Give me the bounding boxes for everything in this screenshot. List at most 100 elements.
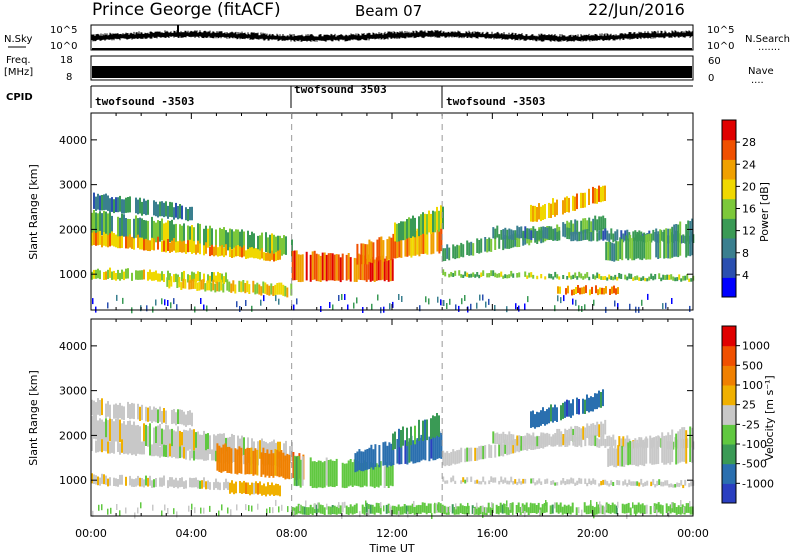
velocity-cell xyxy=(638,482,641,487)
power-cell xyxy=(179,224,181,245)
power-cell xyxy=(500,230,503,240)
power-cell xyxy=(666,274,669,280)
power-cell xyxy=(502,229,505,240)
velocity-cell xyxy=(243,480,245,494)
velocity-noise-cell xyxy=(413,501,415,507)
velocity-noise-cell xyxy=(344,501,346,508)
power-cell xyxy=(258,284,261,295)
nsearch-label: N.Search xyxy=(745,34,790,45)
velocity-cell xyxy=(563,504,566,514)
power-cell xyxy=(612,276,615,281)
velocity-cell xyxy=(117,404,119,420)
velocity-cell xyxy=(669,434,672,465)
velocity-cell xyxy=(398,428,400,448)
velocity-noise-cell xyxy=(512,508,514,515)
velocity-cell xyxy=(315,504,318,514)
power-cell xyxy=(450,272,453,277)
velocity-cell xyxy=(410,426,412,446)
velocity-cell xyxy=(215,435,217,455)
velocity-cell xyxy=(490,476,493,482)
velocity-cell xyxy=(463,506,466,515)
velocity-cell xyxy=(512,440,515,454)
velocity-cell xyxy=(129,440,131,454)
power-ytick-label: 4000 xyxy=(59,134,87,147)
velocity-cell xyxy=(236,449,239,475)
power-cell xyxy=(546,227,549,239)
power-cell xyxy=(494,228,497,240)
velocity-noise-cell xyxy=(272,507,274,514)
velocity-cell xyxy=(375,463,378,487)
velocity-cell xyxy=(391,463,394,487)
velocity-cell xyxy=(91,437,93,451)
velocity-cell xyxy=(500,476,503,483)
velocity-cell xyxy=(207,480,209,489)
velocity-cell xyxy=(355,503,358,514)
power-cell xyxy=(607,241,610,261)
velocity-noise-cell xyxy=(110,507,112,514)
velocity-cell xyxy=(578,399,580,415)
velocity-cell xyxy=(629,507,632,516)
velocity-cell xyxy=(207,449,209,461)
power-cell xyxy=(637,233,640,259)
power-cell xyxy=(171,202,173,218)
power-cell xyxy=(153,238,155,251)
power-cell xyxy=(117,236,119,249)
power-cell xyxy=(633,237,636,261)
power-cell xyxy=(604,185,606,201)
velocity-cell xyxy=(149,475,151,486)
power-cell xyxy=(609,288,611,295)
velocity-cell xyxy=(600,421,603,436)
velocity-cell xyxy=(153,406,155,422)
velocity-cell xyxy=(560,405,562,421)
power-cell xyxy=(383,258,386,282)
velocity-cell xyxy=(485,507,488,516)
velocity-cell xyxy=(311,461,314,488)
power-cell xyxy=(582,229,585,241)
velocity-cell xyxy=(177,447,179,459)
velocity-cell xyxy=(217,481,219,490)
velocity-noise-cell xyxy=(671,502,673,509)
power-cell xyxy=(576,232,579,242)
velocity-cell xyxy=(630,481,633,486)
x-tick-label: 04:00 xyxy=(175,527,207,540)
x-tick-label: 00:00 xyxy=(677,527,709,540)
power-cell xyxy=(422,212,424,234)
velocity-cell xyxy=(131,424,133,446)
velocity-cell xyxy=(481,505,484,515)
power-cell xyxy=(436,223,439,252)
power-cell xyxy=(163,240,165,252)
power-cell xyxy=(610,275,613,280)
velocity-cell xyxy=(592,423,595,438)
power-cell xyxy=(613,243,616,262)
velocity-cell xyxy=(179,409,181,425)
velocity-cell xyxy=(133,479,135,487)
power-noise-cell xyxy=(494,305,496,311)
power-cell xyxy=(420,214,422,235)
power-noise-cell xyxy=(332,304,334,311)
power-cell xyxy=(337,254,340,281)
velocity-cell xyxy=(323,507,326,515)
power-cell xyxy=(590,232,593,242)
beam-label: Beam 07 xyxy=(355,2,422,20)
power-cell xyxy=(662,274,665,280)
velocity-colorbar-swatch xyxy=(722,424,736,445)
power-cell xyxy=(209,225,211,247)
velocity-cell xyxy=(616,480,619,485)
power-cell xyxy=(657,231,660,259)
power-cell xyxy=(680,235,683,244)
velocity-ytick-label: 4000 xyxy=(59,340,87,353)
power-cell xyxy=(233,231,235,251)
power-cell xyxy=(221,273,223,283)
velocity-cell xyxy=(99,437,101,452)
power-cell xyxy=(594,215,597,231)
power-noise-cell xyxy=(392,301,394,308)
power-cell xyxy=(470,273,473,278)
power-cell xyxy=(251,247,253,258)
velocity-cell xyxy=(653,437,656,465)
power-cell xyxy=(424,213,426,235)
power-cell xyxy=(355,258,358,282)
velocity-cell xyxy=(185,449,187,460)
velocity-cell xyxy=(382,442,385,466)
power-cell xyxy=(185,207,187,221)
power-cell xyxy=(225,272,227,283)
